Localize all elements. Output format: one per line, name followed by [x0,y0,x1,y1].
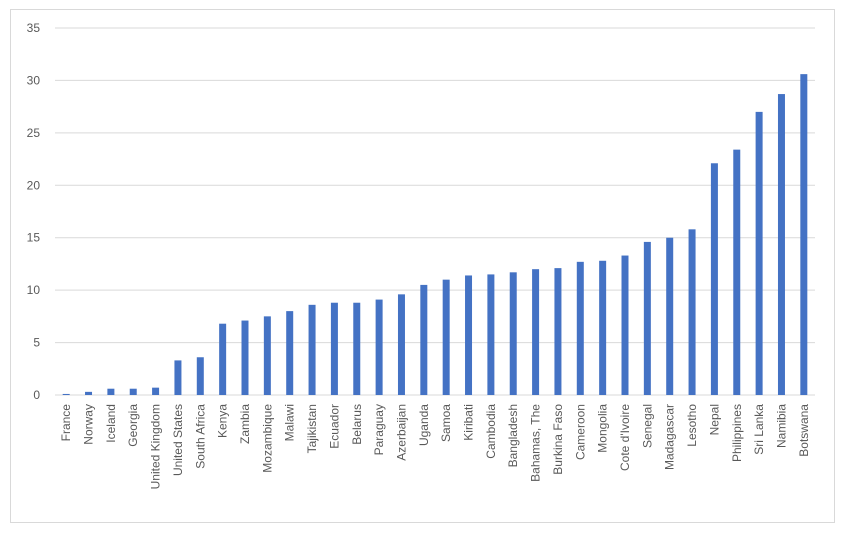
bar [308,304,316,395]
y-tick-label: 0 [33,388,40,402]
bar [263,316,271,395]
bar [375,299,383,395]
x-tick-label: Cambodia [484,404,498,459]
x-tick-label: United Kingdom [149,404,163,489]
x-tick-label: United States [171,404,185,476]
bar [777,94,785,395]
x-tick-label: Azerbaijan [394,404,408,461]
bars [62,74,808,395]
x-tick-label: Lesotho [685,404,699,447]
x-tick-label: Samoa [439,404,453,442]
y-tick-label: 15 [27,231,41,245]
x-tick-label: Ecuador [327,404,341,449]
bar [733,149,741,395]
bar [107,388,115,395]
x-tick-label: Georgia [126,404,140,447]
x-tick-label: Nepal [707,404,721,435]
bar [286,311,294,395]
x-tick-label: Madagascar [663,404,677,470]
y-tick-label: 30 [27,73,41,87]
x-tick-label: France [59,404,73,442]
y-tick-label: 35 [27,21,41,35]
x-tick-label: Uganda [417,404,431,446]
x-tick-label: Tajikistan [305,404,319,453]
bar [599,260,607,395]
x-tick-label: Sri Lanka [752,404,766,455]
bar [219,323,227,395]
x-tick-label: Senegal [640,404,654,448]
x-tick-label: Cote d'Ivoire [618,404,632,471]
bar [196,357,204,395]
x-axis: France Norway Iceland Georgia United Kingdom… [59,404,811,490]
bar [465,275,473,395]
bar [152,387,160,395]
bar [330,302,338,395]
bar [554,268,562,395]
bar [643,241,651,395]
bar [688,229,696,395]
x-tick-label: Norway [82,404,96,445]
bar [397,294,405,395]
bar [241,320,249,395]
x-tick-label: Botswana [797,404,811,457]
x-tick-label: South Africa [193,404,207,469]
bar [174,360,182,395]
x-tick-label: Kenya [216,404,230,438]
bar [442,279,450,395]
x-tick-label: Burkina Faso [551,404,565,475]
y-tick-label: 10 [27,283,41,297]
bar [532,269,540,395]
x-tick-label: Paraguay [372,404,386,455]
bar [576,261,584,395]
bar [710,163,718,395]
gridlines [55,27,815,396]
bar [755,111,763,395]
bar [800,74,808,395]
x-tick-label: Iceland [104,404,118,443]
y-tick-label: 20 [27,178,41,192]
x-tick-label: Namibia [774,404,788,448]
x-tick-label: Mongolia [596,404,610,453]
y-tick-label: 25 [27,126,41,140]
x-tick-label: Malawi [283,404,297,441]
x-tick-label: Mozambique [260,404,274,473]
bar [353,302,361,395]
x-tick-label: Bahamas, The [529,404,543,482]
bar [85,391,93,395]
bar [621,255,629,395]
bar [509,272,517,395]
chart-area [10,9,835,523]
x-tick-label: Kiribati [462,404,476,441]
y-axis: 0 5 10 15 20 25 30 35 [27,21,41,402]
bar [129,388,137,395]
x-tick-label: Philippines [730,404,744,462]
y-tick-label: 5 [33,336,40,350]
bar [420,284,428,395]
bar [487,274,495,395]
x-tick-label: Zambia [238,404,252,444]
bar [62,393,70,395]
x-tick-label: Cameroon [573,404,587,460]
bar [666,237,674,395]
x-tick-label: Belarus [350,404,364,445]
x-tick-label: Bangladesh [506,404,520,467]
